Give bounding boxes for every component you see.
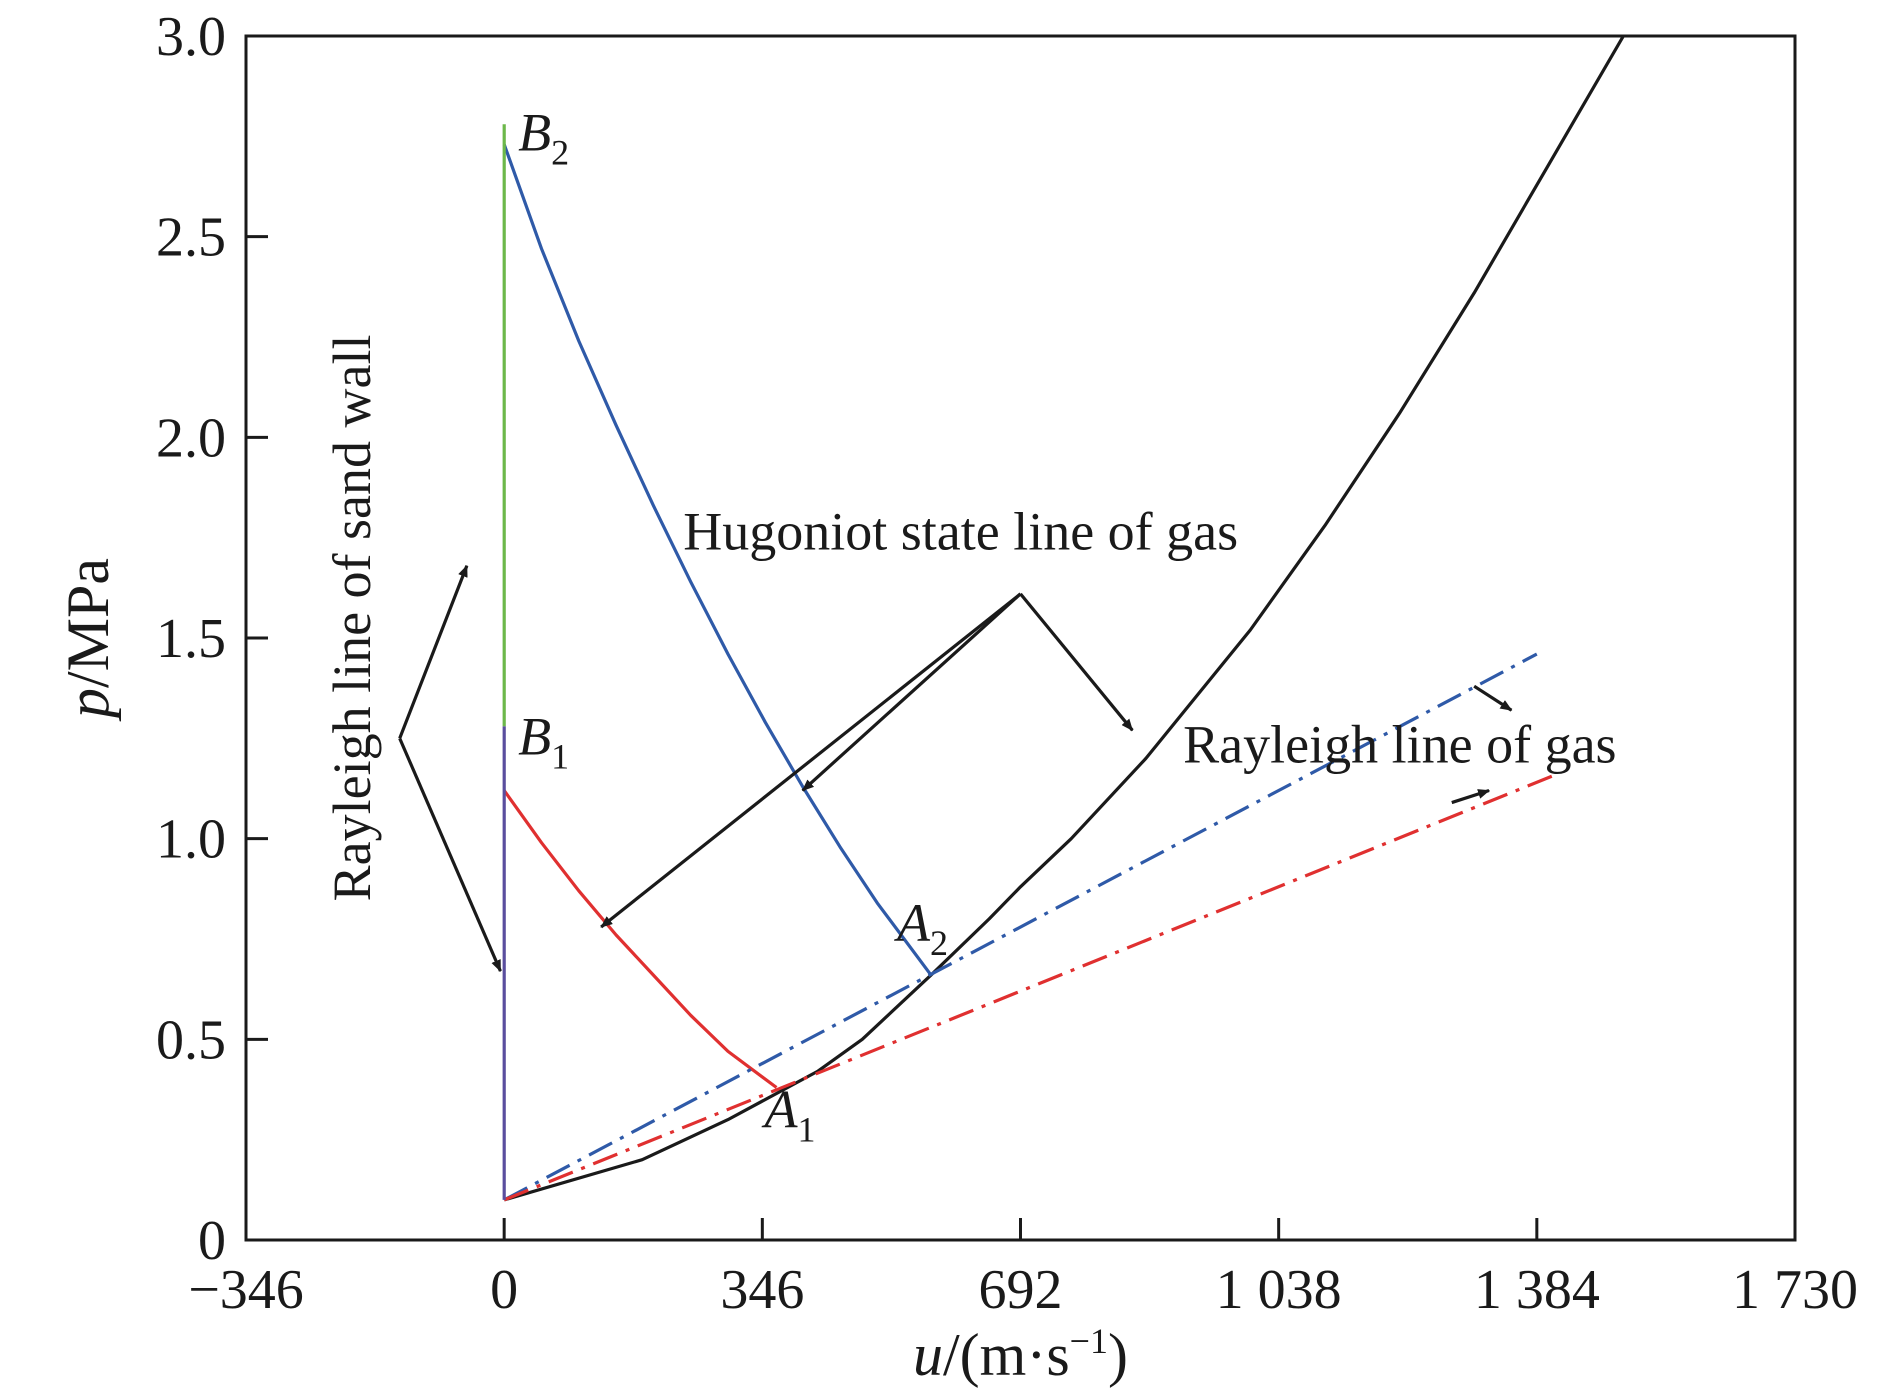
- annotation-arrow: [801, 592, 1022, 792]
- point-label-a1: A1: [762, 1079, 816, 1149]
- x-tick-label: 1 384: [1474, 1259, 1600, 1321]
- point-label-b1: B1: [518, 707, 569, 777]
- series-line-rayleigh_red-4: [503, 773, 1557, 1202]
- tick-layer: −346 0 346 692 1 038 1 384 1 73000.51.01.52.02…: [156, 6, 1858, 1321]
- annotation-arrow: [398, 564, 469, 739]
- point-label-b2: B2: [518, 102, 569, 172]
- x-tick-label: 0: [490, 1259, 518, 1321]
- annotation-arrow: [398, 737, 502, 973]
- y-tick-label: 3.0: [156, 6, 226, 68]
- series-layer: [502, 36, 1626, 1202]
- series-line-blue-1: [502, 143, 933, 977]
- plot-frame: [244, 34, 1797, 1242]
- x-axis-title: u/(m·s−1): [913, 1321, 1128, 1388]
- x-tick-label: 346: [720, 1259, 804, 1321]
- annotation-layer: Hugoniot state line of gas Rayleigh line …: [322, 102, 1617, 1149]
- y-axis-unit: /MPa: [55, 558, 121, 688]
- x-tick-label: −346: [188, 1259, 304, 1321]
- point-label-a2: A2: [894, 893, 948, 963]
- series-line-black-0: [503, 36, 1626, 1202]
- y-tick-label: 1.5: [156, 608, 226, 670]
- y-tick-label: 2.5: [156, 207, 226, 269]
- x-tick-label: 1 730: [1732, 1259, 1858, 1321]
- annotation-text: Rayleigh line of gas: [1183, 714, 1616, 774]
- series-line-rayleigh_blue-3: [503, 652, 1538, 1202]
- annotation-arrow: [1019, 592, 1134, 732]
- annotation-arrow: [600, 592, 1022, 929]
- y-tick-label: 0.5: [156, 1009, 226, 1071]
- y-tick-label: 1.0: [156, 809, 226, 871]
- x-axis-unit: /(m·s: [943, 1322, 1070, 1388]
- y-axis-title: p/MPa: [55, 558, 121, 722]
- y-tick-label: 2.0: [156, 407, 226, 469]
- x-tick-label: 1 038: [1216, 1259, 1342, 1321]
- x-axis-close: ): [1108, 1322, 1128, 1388]
- series-line-red-2: [502, 789, 778, 1089]
- annotation-arrow: [1451, 788, 1491, 805]
- annotation-text: Rayleigh line of sand wall: [322, 334, 382, 901]
- y-tick-label: 0: [198, 1210, 226, 1272]
- annotation-arrow: [1473, 684, 1513, 712]
- y-axis-var: p: [55, 688, 121, 722]
- annotation-text: Hugoniot state line of gas: [683, 502, 1238, 562]
- x-axis-exponent: −1: [1070, 1321, 1108, 1361]
- x-axis-var: u: [913, 1322, 943, 1388]
- x-tick-label: 692: [979, 1259, 1063, 1321]
